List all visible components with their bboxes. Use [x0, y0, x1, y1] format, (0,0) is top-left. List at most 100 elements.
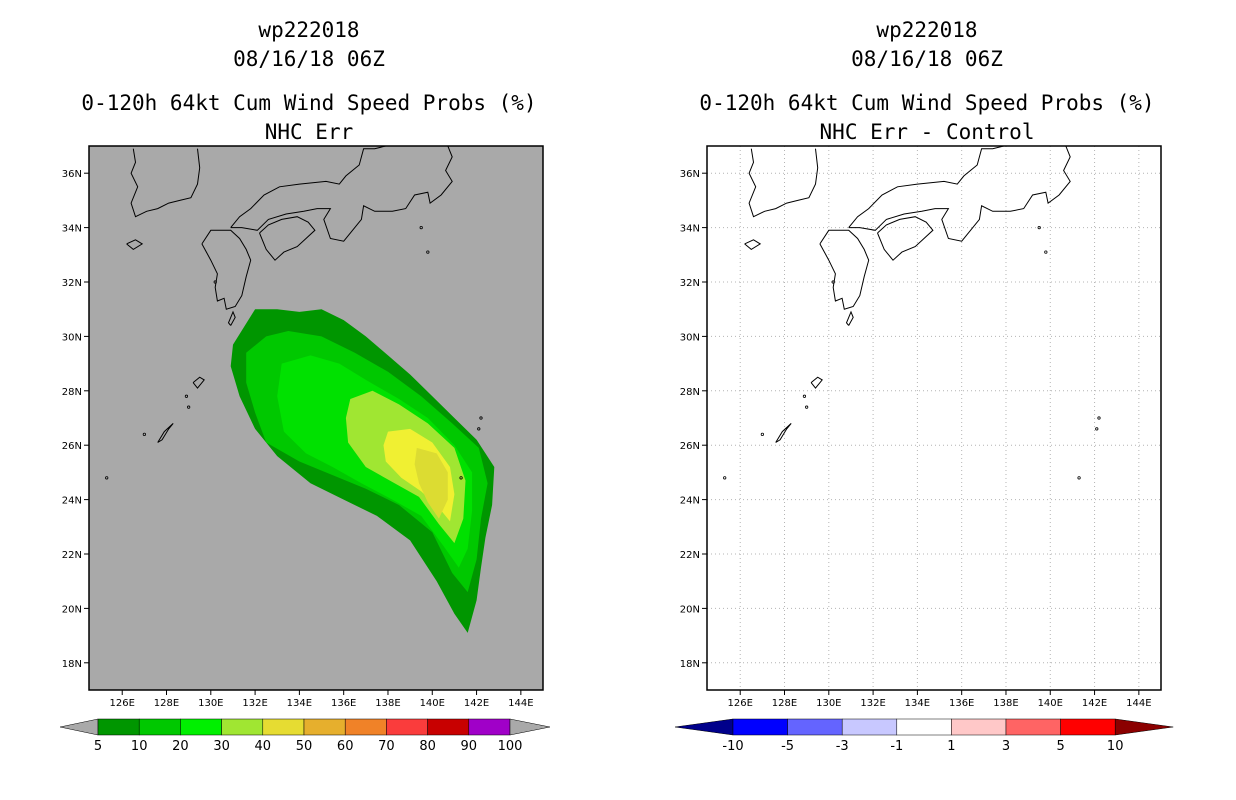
- small-island: [187, 405, 191, 409]
- lat-label: 22N: [680, 550, 700, 561]
- lon-label: 144E: [1126, 698, 1151, 709]
- small-island: [426, 250, 430, 254]
- lon-label: 132E: [242, 698, 267, 709]
- small-island: [805, 405, 809, 409]
- small-island: [105, 476, 109, 480]
- lon-label: 142E: [1082, 698, 1107, 709]
- colorbar-swatch: [303, 718, 346, 736]
- lon-label: 130E: [816, 698, 841, 709]
- map-frame: [706, 145, 1162, 691]
- okinawa-coast: [775, 423, 792, 443]
- probability-contour-6: [414, 447, 448, 519]
- colorbar-label: -10: [722, 739, 743, 754]
- colorbar-left-arrow: [674, 718, 734, 736]
- lon-label: 144E: [508, 698, 533, 709]
- lon-label: 140E: [1038, 698, 1063, 709]
- kyushu-coast: [201, 229, 252, 310]
- small-island: [459, 476, 463, 480]
- small-island: [477, 427, 481, 431]
- right-title-product: 0-120h 64kt Cum Wind Speed Probs (%): [699, 91, 1155, 115]
- left-title-product: 0-120h 64kt Cum Wind Speed Probs (%): [81, 91, 537, 115]
- korea-coast: [130, 148, 201, 218]
- lon-label: 136E: [949, 698, 974, 709]
- lat-label: 22N: [62, 550, 82, 561]
- shikoku-coast: [877, 216, 934, 261]
- lat-label: 26N: [62, 441, 82, 452]
- lat-label: 28N: [62, 387, 82, 398]
- small-island: [1095, 427, 1099, 431]
- colorbar-label: 90: [461, 739, 478, 754]
- small-island: [419, 226, 423, 230]
- lon-label: 130E: [198, 698, 223, 709]
- tanegashima-coast: [845, 310, 854, 326]
- left-title-storm: wp222018: [258, 18, 360, 42]
- jeju-coast: [126, 239, 144, 251]
- colorbar-swatch: [787, 718, 843, 736]
- colorbar-swatch: [1060, 718, 1116, 736]
- colorbar-swatch: [732, 718, 788, 736]
- shikoku-coast: [259, 216, 316, 261]
- lat-label: 34N: [62, 224, 82, 235]
- lat-label: 18N: [62, 659, 82, 670]
- colorbar-label: 10: [1107, 739, 1124, 754]
- colorbar-label: 1: [947, 739, 955, 754]
- colorbar-right-arrow: [1114, 718, 1174, 736]
- small-island: [1044, 250, 1048, 254]
- lat-label: 34N: [680, 224, 700, 235]
- lon-label: 138E: [375, 698, 400, 709]
- lat-label: 24N: [680, 496, 700, 507]
- lat-label: 20N: [62, 604, 82, 615]
- small-island: [1077, 476, 1081, 480]
- colorbar-label: 80: [419, 739, 436, 754]
- lon-label: 134E: [905, 698, 930, 709]
- colorbar-label: 20: [172, 739, 189, 754]
- colorbar-label: 3: [1002, 739, 1010, 754]
- lon-label: 132E: [860, 698, 885, 709]
- small-island: [760, 432, 764, 436]
- colorbar-label: -1: [890, 739, 903, 754]
- okinawa-coast: [157, 423, 174, 443]
- colorbar-swatch: [427, 718, 470, 736]
- lat-label: 26N: [680, 441, 700, 452]
- small-island: [802, 394, 807, 398]
- lat-label: 36N: [62, 169, 82, 180]
- lat-label: 30N: [62, 332, 82, 343]
- left-title-date: 08/16/18 06Z: [233, 47, 385, 71]
- colorbar-label: 70: [378, 739, 395, 754]
- map-background: [707, 146, 1161, 690]
- small-island: [831, 280, 835, 284]
- right-title-subtitle: NHC Err - Control: [819, 120, 1035, 144]
- amami-coast: [192, 376, 205, 389]
- tanegashima-coast: [227, 310, 236, 326]
- colorbar-label: 5: [94, 739, 102, 754]
- lon-label: 128E: [772, 698, 797, 709]
- colorbar-swatch: [180, 718, 222, 736]
- colorbar-label: 50: [296, 739, 313, 754]
- lat-label: 32N: [680, 278, 700, 289]
- lat-label: 36N: [680, 169, 700, 180]
- lon-label: 126E: [728, 698, 753, 709]
- lat-label: 28N: [680, 387, 700, 398]
- small-island: [184, 394, 189, 398]
- colorbar-swatch: [841, 718, 898, 736]
- lon-label: 142E: [464, 698, 489, 709]
- honshu-coast: [230, 146, 453, 242]
- left-title-subtitle: NHC Err: [264, 120, 354, 144]
- colorbar-label: -3: [836, 739, 849, 754]
- colorbar-left-arrow: [59, 718, 99, 736]
- jeju-coast: [744, 239, 762, 251]
- small-island: [77, 488, 79, 490]
- colorbar-label: 10: [131, 739, 148, 754]
- lon-label: 134E: [287, 698, 312, 709]
- colorbar-swatch: [1005, 718, 1061, 736]
- coastlines: [723, 146, 1101, 480]
- small-island: [142, 432, 146, 436]
- colorbar-swatch: [138, 718, 181, 736]
- colorbar-label: 100: [498, 739, 523, 754]
- right-title-storm: wp222018: [876, 18, 978, 42]
- korea-coast: [748, 148, 819, 218]
- colorbar-swatch: [344, 718, 387, 736]
- lat-label: 24N: [62, 496, 82, 507]
- small-island: [1037, 226, 1041, 230]
- left-map: 36N 34N 32N 30N 28N 26N 24N 22N 20N 18N 126E 128E 13…: [59, 145, 551, 754]
